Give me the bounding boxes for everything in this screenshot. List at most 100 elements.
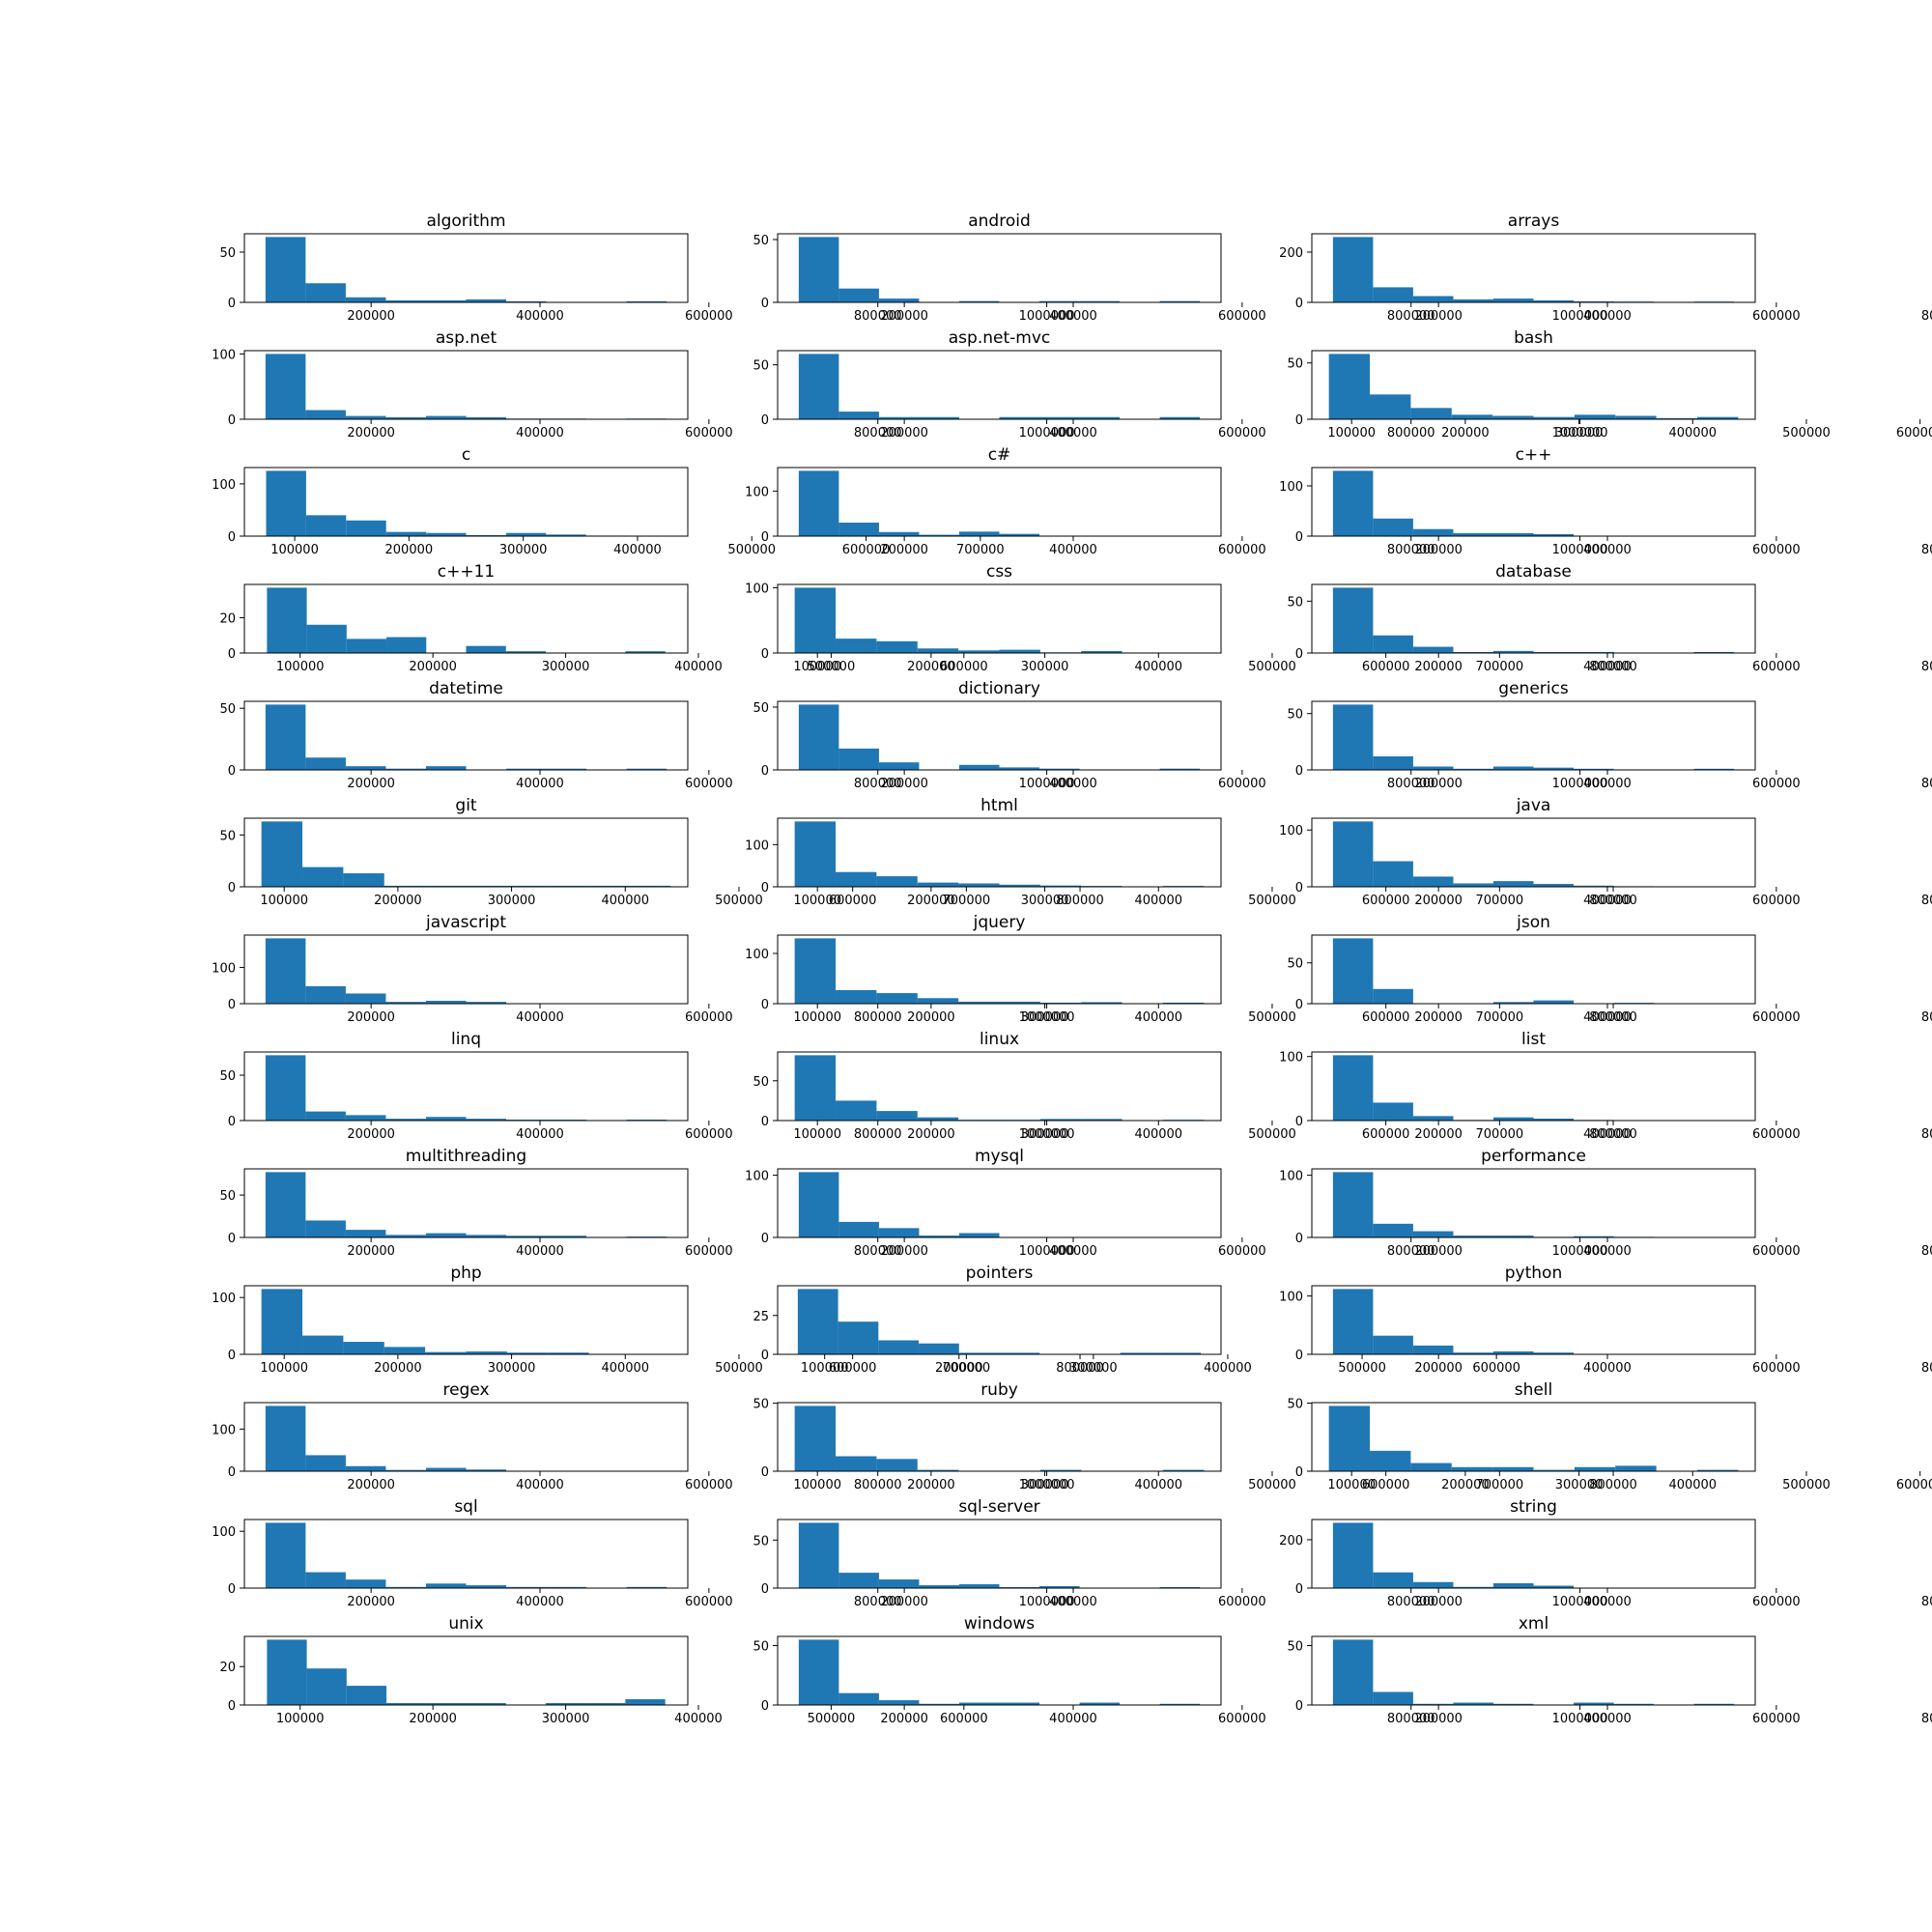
y-tick-label: 0: [761, 1465, 769, 1480]
y-tick-label: 20: [219, 1661, 236, 1675]
x-tick-label: 1000000: [1019, 1478, 1075, 1492]
panel-title: list: [1521, 1030, 1546, 1049]
histogram-bar: [1492, 650, 1534, 653]
x-tick-label: 100000: [793, 1010, 841, 1025]
histogram-panel-linux: linux 100000 200000 300000 400000 500000 60000…: [753, 1030, 1636, 1142]
x-tick-label: 200000: [907, 660, 955, 674]
x-tick-label: 600000: [1218, 309, 1266, 324]
histogram-bar: [625, 651, 666, 653]
axes-frame: [1311, 467, 1756, 537]
panel-title: c++: [1516, 445, 1552, 465]
histogram-bar: [1533, 1000, 1575, 1004]
histogram-panel-mysql: mysql 200000 400000 600000 800000 1000000 0 100: [745, 1147, 1607, 1259]
panel-title: linq: [451, 1030, 481, 1049]
histogram-panel-c-11: c++11 100000 200000 300000 400000 500000 60000…: [219, 562, 987, 674]
x-tick-label: 200000: [347, 309, 395, 324]
histogram-bar: [1039, 300, 1080, 302]
histogram-bar: [506, 300, 547, 302]
y-tick-label: 0: [228, 413, 236, 428]
histogram-bar: [999, 767, 1040, 770]
x-tick-label: 600000: [1752, 777, 1801, 791]
histogram-bar: [1533, 1585, 1575, 1588]
histogram-bar: [878, 1700, 920, 1705]
histogram-panel-c: c 100000 200000 300000 400000 500000 600000 700…: [212, 445, 1004, 557]
histogram-bar: [999, 533, 1040, 536]
histogram-bar: [919, 534, 959, 536]
x-tick-label: 200000: [880, 426, 928, 440]
x-tick-label: 800000: [1921, 777, 1932, 791]
x-tick-label: 100000: [793, 660, 841, 674]
histogram-bar: [385, 416, 426, 419]
histogram-bar: [265, 1172, 306, 1237]
histogram-panel-python: python2000004000006000008000001000000010…: [1279, 1264, 1932, 1376]
histogram-panel-windows: windows 200000 400000 600000 800000 1000000 0 5…: [753, 1614, 1607, 1726]
histogram-bar: [384, 1347, 426, 1354]
histogram-bar: [797, 1289, 838, 1354]
x-tick-label: 700000: [943, 1361, 991, 1376]
x-tick-label: 1000000: [1552, 1595, 1608, 1609]
panel-title: dictionary: [958, 679, 1040, 698]
histogram-bar: [876, 640, 918, 653]
x-tick-label: 600000: [1362, 1478, 1410, 1492]
axes-frame: [243, 1168, 689, 1238]
histogram-bar: [1412, 1703, 1454, 1705]
panel-title: html: [980, 796, 1018, 815]
y-tick-label: 0: [761, 413, 769, 428]
x-tick-label: 800000: [1921, 1127, 1932, 1142]
x-tick-label: 200000: [409, 660, 457, 674]
x-tick-label: 500000: [1248, 660, 1296, 674]
x-tick-label: 200000: [880, 1244, 928, 1259]
x-tick-label: 400000: [1583, 1712, 1632, 1726]
x-tick-label: 600000: [1896, 1478, 1932, 1492]
histogram-panel-jquery: jquery 100000 200000 300000 400000 500000 6000…: [745, 913, 1637, 1025]
x-tick-label: 600000: [1752, 1595, 1801, 1609]
x-tick-label: 400000: [1583, 1361, 1632, 1376]
x-tick-label: 200000: [347, 1010, 395, 1025]
x-tick-label: 300000: [1555, 1478, 1604, 1492]
histogram-bar: [1615, 415, 1657, 419]
histogram-bar: [958, 1233, 1000, 1237]
histogram-bar: [425, 1351, 467, 1354]
histogram-bar: [1533, 884, 1575, 887]
y-tick-label: 100: [745, 485, 769, 499]
histogram-bar: [1373, 988, 1413, 1004]
axes-frame: [243, 1402, 689, 1472]
x-tick-label: 800000: [1056, 894, 1104, 908]
panel-title: shell: [1515, 1380, 1553, 1400]
x-tick-label: 800000: [1387, 1712, 1435, 1726]
x-tick-label: 600000: [1896, 426, 1932, 440]
x-tick-label: 600000: [685, 1010, 733, 1025]
x-tick-label: 800000: [1387, 1244, 1435, 1259]
x-tick-label: 400000: [1134, 1478, 1182, 1492]
histogram-bar: [466, 885, 507, 887]
x-tick-label: 600000: [1362, 1127, 1410, 1142]
histogram-bar: [999, 649, 1040, 653]
histogram-bar: [1039, 1002, 1082, 1004]
x-tick-label: 500000: [808, 1712, 856, 1726]
x-tick-label: 300000: [1021, 1127, 1069, 1142]
x-tick-label: 400000: [1134, 660, 1182, 674]
histogram-bar: [305, 985, 346, 1004]
histogram-bar: [466, 645, 506, 653]
y-tick-label: 0: [1295, 998, 1303, 1012]
panel-title: generics: [1498, 679, 1569, 698]
histogram-bar: [878, 416, 920, 419]
y-tick-label: 0: [1295, 530, 1303, 545]
x-tick-label: 400000: [516, 777, 564, 791]
histogram-panel-multithreading: multithreading 200000 400000 600000 800000 10…: [219, 1147, 1074, 1259]
axes-frame: [243, 817, 689, 888]
y-tick-label: 0: [228, 647, 236, 662]
x-tick-label: 600000: [1752, 1127, 1801, 1142]
histogram-bar: [345, 766, 386, 770]
histogram-bar: [1373, 1223, 1413, 1237]
histogram-bar: [958, 1702, 1000, 1705]
x-tick-label: 800000: [1921, 309, 1932, 324]
axes-frame: [1311, 817, 1756, 888]
x-tick-label: 400000: [516, 426, 564, 440]
x-tick-label: 400000: [516, 1010, 564, 1025]
y-tick-label: 0: [1295, 413, 1303, 428]
panel-title: ruby: [980, 1380, 1018, 1400]
histogram-bar: [1332, 587, 1374, 653]
x-tick-label: 800000: [1387, 309, 1435, 324]
